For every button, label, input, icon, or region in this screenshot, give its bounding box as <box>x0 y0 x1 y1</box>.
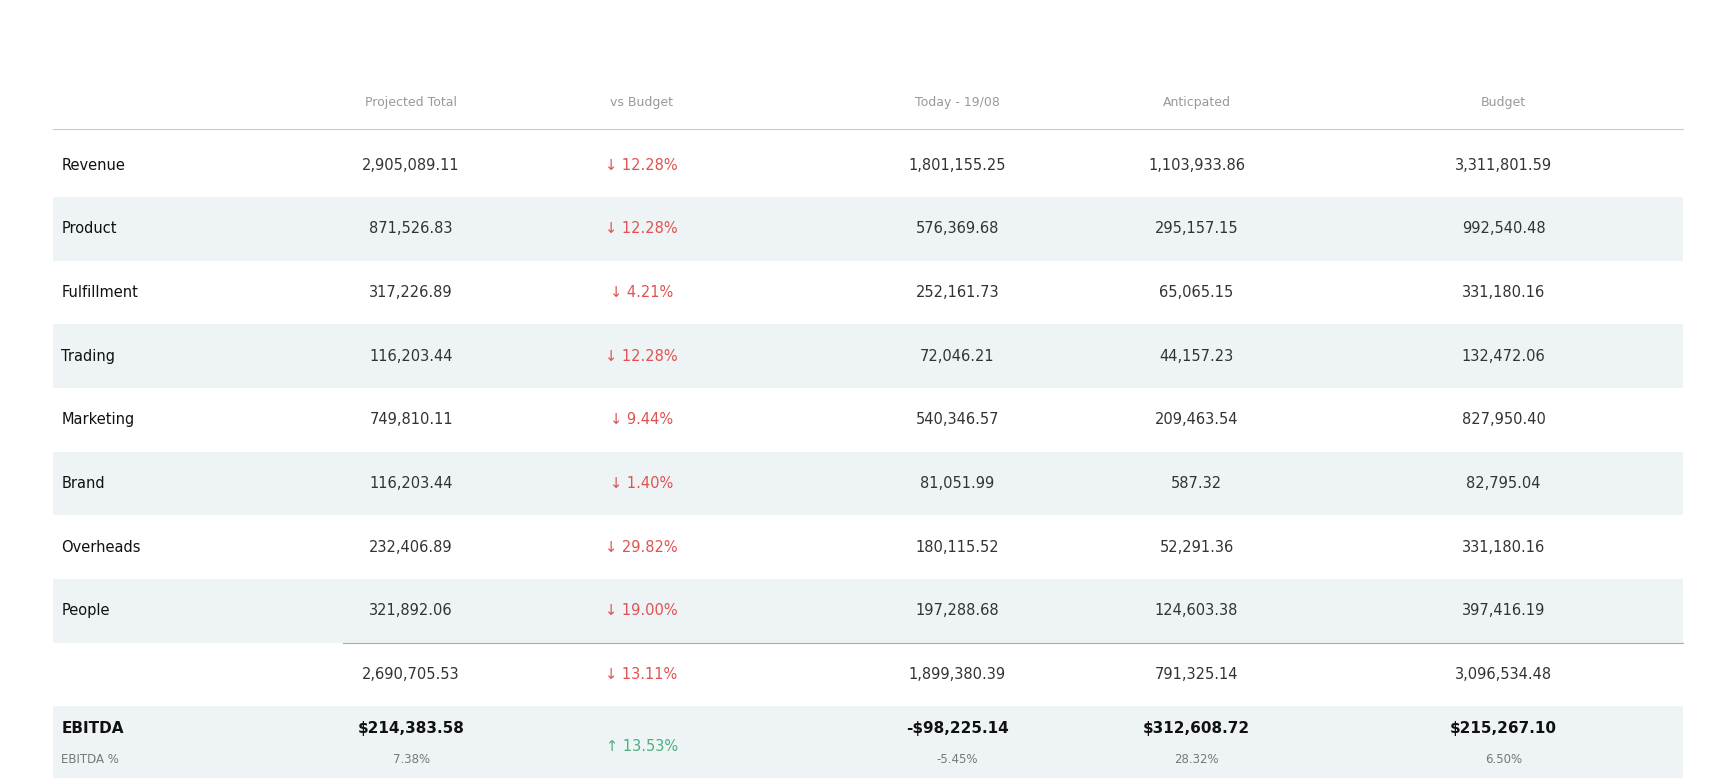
Text: 317,226.89: 317,226.89 <box>369 285 453 300</box>
Bar <box>53 324 1683 388</box>
Text: ↓ 1.40%: ↓ 1.40% <box>610 476 674 491</box>
Text: Brand: Brand <box>62 476 104 491</box>
Text: 65,065.15: 65,065.15 <box>1159 285 1233 300</box>
Text: Anticpated: Anticpated <box>1163 96 1231 109</box>
Bar <box>53 707 1683 779</box>
Text: 81,051.99: 81,051.99 <box>920 476 995 491</box>
Bar <box>53 197 1683 261</box>
Text: 587.32: 587.32 <box>1171 476 1223 491</box>
Text: -$98,225.14: -$98,225.14 <box>906 721 1009 736</box>
Text: 44,157.23: 44,157.23 <box>1159 349 1233 364</box>
Text: Product: Product <box>62 221 116 236</box>
Text: ↓ 12.28%: ↓ 12.28% <box>605 157 677 173</box>
Text: Trading: Trading <box>62 349 115 364</box>
Text: Today - 19/08: Today - 19/08 <box>915 96 1000 109</box>
Text: Budget: Budget <box>1481 96 1527 109</box>
Text: 295,157.15: 295,157.15 <box>1154 221 1238 236</box>
Bar <box>53 452 1683 515</box>
Text: -5.45%: -5.45% <box>937 753 978 766</box>
Text: 52,291.36: 52,291.36 <box>1159 540 1233 555</box>
Text: 397,416.19: 397,416.19 <box>1462 603 1546 619</box>
Text: 1,899,380.39: 1,899,380.39 <box>910 667 1005 682</box>
Text: $312,608.72: $312,608.72 <box>1142 721 1250 736</box>
Text: ↓ 13.11%: ↓ 13.11% <box>605 667 677 682</box>
Text: $214,383.58: $214,383.58 <box>357 721 465 736</box>
Text: 3,096,534.48: 3,096,534.48 <box>1455 667 1553 682</box>
Text: ↓ 9.44%: ↓ 9.44% <box>610 412 674 427</box>
Text: 7.38%: 7.38% <box>393 753 429 766</box>
Text: ↓ 12.28%: ↓ 12.28% <box>605 349 677 364</box>
Text: 124,603.38: 124,603.38 <box>1154 603 1238 619</box>
Text: 992,540.48: 992,540.48 <box>1462 221 1546 236</box>
Text: 871,526.83: 871,526.83 <box>369 221 453 236</box>
Text: 3,311,801.59: 3,311,801.59 <box>1455 157 1553 173</box>
Text: Overheads: Overheads <box>62 540 140 555</box>
Text: vs Budget: vs Budget <box>610 96 674 109</box>
Text: 749,810.11: 749,810.11 <box>369 412 453 427</box>
Text: 321,892.06: 321,892.06 <box>369 603 453 619</box>
Text: 576,369.68: 576,369.68 <box>917 221 999 236</box>
Text: ↓ 12.28%: ↓ 12.28% <box>605 221 677 236</box>
Text: 132,472.06: 132,472.06 <box>1462 349 1546 364</box>
Text: 6.50%: 6.50% <box>1486 753 1522 766</box>
Bar <box>53 579 1683 643</box>
Text: 209,463.54: 209,463.54 <box>1154 412 1238 427</box>
Text: Fulfillment: Fulfillment <box>62 285 139 300</box>
Text: EBITDA %: EBITDA % <box>62 753 120 766</box>
Text: Revenue: Revenue <box>62 157 125 173</box>
Text: 72,046.21: 72,046.21 <box>920 349 995 364</box>
Text: 331,180.16: 331,180.16 <box>1462 285 1546 300</box>
Text: ↓ 29.82%: ↓ 29.82% <box>605 540 677 555</box>
Text: 252,161.73: 252,161.73 <box>915 285 999 300</box>
Text: 331,180.16: 331,180.16 <box>1462 540 1546 555</box>
Text: Projected Total: Projected Total <box>366 96 457 109</box>
Text: 2,690,705.53: 2,690,705.53 <box>363 667 460 682</box>
Text: 116,203.44: 116,203.44 <box>369 476 453 491</box>
Text: ↑ 13.53%: ↑ 13.53% <box>605 739 677 754</box>
Text: 2,905,089.11: 2,905,089.11 <box>363 157 460 173</box>
Text: 28.32%: 28.32% <box>1175 753 1219 766</box>
Text: 1,103,933.86: 1,103,933.86 <box>1147 157 1245 173</box>
Text: People: People <box>62 603 109 619</box>
Text: 116,203.44: 116,203.44 <box>369 349 453 364</box>
Text: 82,795.04: 82,795.04 <box>1467 476 1541 491</box>
Text: ↓ 19.00%: ↓ 19.00% <box>605 603 677 619</box>
Text: 232,406.89: 232,406.89 <box>369 540 453 555</box>
Text: 791,325.14: 791,325.14 <box>1154 667 1238 682</box>
Text: 197,288.68: 197,288.68 <box>915 603 999 619</box>
Text: 540,346.57: 540,346.57 <box>915 412 999 427</box>
Text: 1,801,155.25: 1,801,155.25 <box>908 157 1005 173</box>
Text: 180,115.52: 180,115.52 <box>915 540 999 555</box>
Text: Marketing: Marketing <box>62 412 135 427</box>
Text: 827,950.40: 827,950.40 <box>1462 412 1546 427</box>
Text: EBITDA: EBITDA <box>62 721 123 736</box>
Text: $215,267.10: $215,267.10 <box>1450 721 1558 736</box>
Text: ↓ 4.21%: ↓ 4.21% <box>610 285 674 300</box>
